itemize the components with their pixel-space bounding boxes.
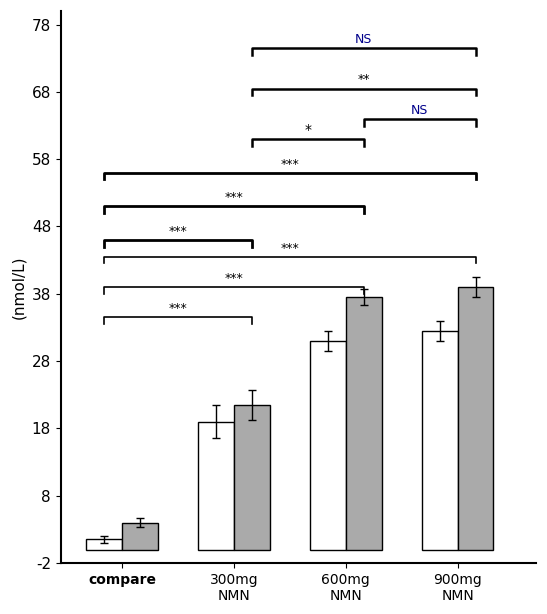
- Bar: [122, 523, 158, 550]
- Text: ***: ***: [169, 225, 188, 238]
- Text: *: *: [304, 123, 311, 137]
- Text: ***: ***: [281, 158, 299, 171]
- Text: ***: ***: [281, 242, 299, 255]
- Bar: [310, 341, 346, 550]
- Bar: [458, 287, 493, 550]
- Text: ***: ***: [169, 302, 188, 316]
- Text: NS: NS: [355, 33, 373, 46]
- Bar: [234, 405, 270, 550]
- Y-axis label: (nmol/L): (nmol/L): [11, 255, 26, 319]
- Bar: [86, 540, 122, 550]
- Bar: [346, 297, 382, 550]
- Text: **: **: [358, 74, 370, 87]
- Text: ***: ***: [225, 272, 243, 285]
- Text: NS: NS: [411, 104, 428, 117]
- Text: ***: ***: [225, 191, 243, 204]
- Bar: [198, 422, 234, 550]
- Bar: [422, 331, 458, 550]
